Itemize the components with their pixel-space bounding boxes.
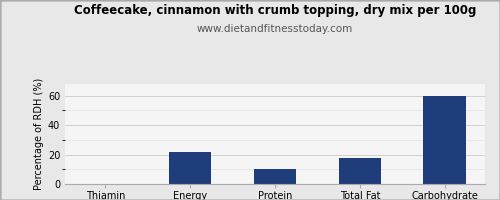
Text: www.dietandfitnesstoday.com: www.dietandfitnesstoday.com xyxy=(197,24,353,34)
Bar xyxy=(338,158,381,184)
Bar xyxy=(254,169,296,184)
Bar xyxy=(424,96,466,184)
Bar xyxy=(169,152,212,184)
Text: Coffeecake, cinnamon with crumb topping, dry mix per 100g: Coffeecake, cinnamon with crumb topping,… xyxy=(74,4,476,17)
Y-axis label: Percentage of RDH (%): Percentage of RDH (%) xyxy=(34,78,43,190)
